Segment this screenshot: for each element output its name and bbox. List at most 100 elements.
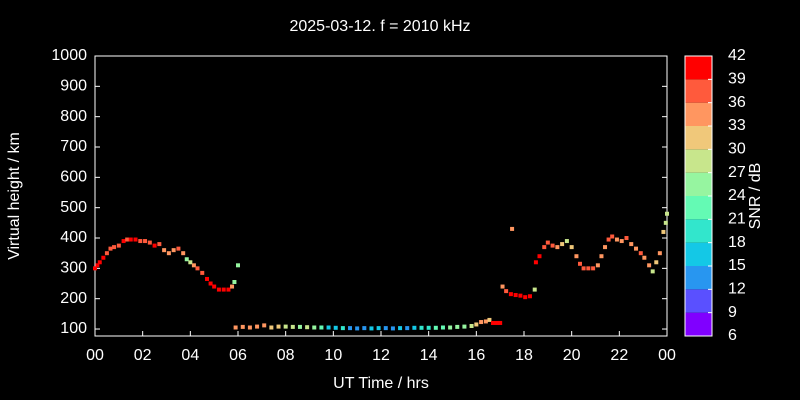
y-tick-label: 500 <box>60 199 87 216</box>
data-point <box>663 220 668 225</box>
data-point <box>537 254 542 259</box>
x-tick-label: 14 <box>420 347 438 364</box>
colorbar-tick-label: 36 <box>728 94 746 111</box>
data-point <box>188 260 193 265</box>
data-point <box>500 284 505 289</box>
data-point <box>578 261 583 266</box>
data-point <box>340 326 345 331</box>
data-point <box>247 325 252 330</box>
data-point <box>157 242 162 247</box>
colorbar-label: SNR / dB <box>747 163 764 230</box>
data-point <box>455 324 460 329</box>
data-point <box>369 326 374 331</box>
data-point <box>226 287 231 292</box>
colorbar-band <box>685 149 712 173</box>
x-tick-label: 02 <box>134 347 152 364</box>
data-point <box>205 276 210 281</box>
data-point <box>362 326 367 331</box>
data-point <box>550 243 555 248</box>
data-point <box>508 292 513 297</box>
data-point <box>426 325 431 330</box>
colorbar-tick-label: 12 <box>728 281 746 298</box>
data-point <box>162 248 167 253</box>
y-tick-label: 800 <box>60 108 87 125</box>
chart-title: 2025-03-12. f = 2010 kHz <box>289 18 470 35</box>
colorbar-band <box>685 242 712 266</box>
data-point <box>574 254 579 259</box>
colorbar-tick-label: 39 <box>728 71 746 88</box>
data-point <box>181 251 186 256</box>
x-tick-label: 00 <box>658 347 676 364</box>
data-point <box>610 234 615 239</box>
data-point <box>390 326 395 331</box>
data-point <box>176 246 181 251</box>
data-point <box>200 270 205 275</box>
data-point <box>533 260 538 265</box>
y-tick-label: 1000 <box>51 47 87 64</box>
colorbar-tick-label: 33 <box>728 117 746 134</box>
colorbar-tick-label: 18 <box>728 234 746 251</box>
colorbar-band <box>685 56 712 80</box>
data-point <box>147 240 152 245</box>
data-point <box>152 243 157 248</box>
y-tick-label: 200 <box>60 290 87 307</box>
data-point <box>504 289 509 294</box>
colorbar-band <box>685 289 712 313</box>
data-point <box>433 325 438 330</box>
data-point <box>624 236 629 241</box>
data-point <box>97 260 102 265</box>
data-point <box>564 239 569 244</box>
data-point <box>479 320 484 325</box>
data-point <box>491 320 496 325</box>
x-tick-label: 10 <box>324 347 342 364</box>
data-point <box>665 211 669 216</box>
data-point <box>262 323 267 328</box>
data-point <box>606 237 611 242</box>
data-point <box>634 246 639 251</box>
colorbar-tick-label: 24 <box>728 187 746 204</box>
data-point <box>319 325 324 330</box>
data-point <box>101 255 106 260</box>
data-point <box>419 325 424 330</box>
data-point <box>208 281 213 286</box>
colorbar-band <box>685 172 712 196</box>
colorbar-tick-label: 42 <box>728 47 746 64</box>
data-point <box>483 319 488 324</box>
x-tick-label: 04 <box>181 347 199 364</box>
colorbar-band <box>685 126 712 150</box>
data-point <box>647 263 652 268</box>
data-point <box>191 263 196 268</box>
colorbar-band <box>685 312 712 336</box>
y-tick-label: 700 <box>60 138 87 155</box>
data-point <box>518 293 523 298</box>
data-point <box>661 229 666 234</box>
data-point <box>143 239 148 244</box>
data-point <box>619 239 624 244</box>
data-point <box>276 324 281 329</box>
data-point <box>523 295 528 300</box>
data-point <box>398 326 403 331</box>
data-point <box>138 239 143 244</box>
colorbar-tick-label: 9 <box>728 304 737 321</box>
y-axis-label: Virtual height / km <box>6 132 23 260</box>
data-point <box>93 266 97 271</box>
data-point <box>240 324 245 329</box>
data-point <box>527 294 532 299</box>
y-tick-label: 300 <box>60 260 87 277</box>
data-point <box>581 266 586 271</box>
data-point <box>440 325 445 330</box>
data-point <box>297 324 302 329</box>
data-point <box>104 251 109 256</box>
y-tick-label: 100 <box>60 320 87 337</box>
data-point <box>290 324 295 329</box>
data-point <box>255 324 260 329</box>
data-point <box>603 245 608 250</box>
data-point <box>108 246 113 251</box>
colorbar-band <box>685 219 712 243</box>
data-point <box>586 266 591 271</box>
x-axis-label: UT Time / hrs <box>333 375 429 392</box>
colorbar-band <box>685 196 712 220</box>
data-point <box>283 324 288 329</box>
